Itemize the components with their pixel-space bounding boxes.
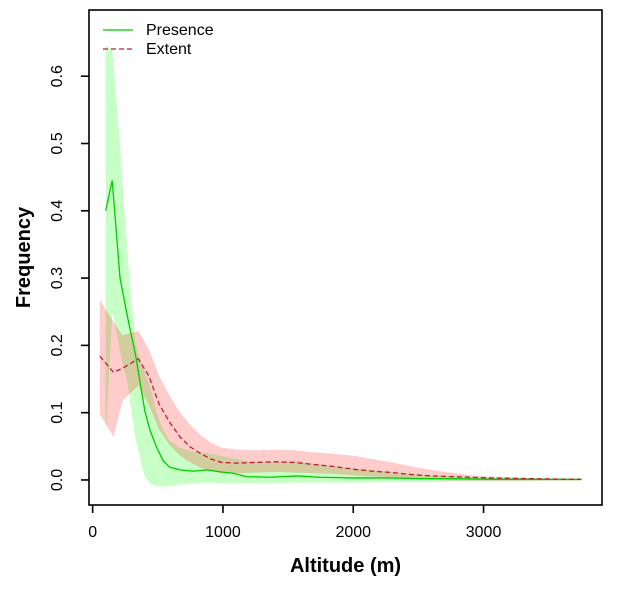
plot-area <box>99 45 582 487</box>
presence-line <box>105 180 582 480</box>
x-tick-label: 1000 <box>205 524 241 541</box>
legend-label-extent: Extent <box>146 41 192 58</box>
y-tick-label: 0.6 <box>49 65 66 87</box>
y-tick-label: 0.2 <box>49 334 66 356</box>
plot-border <box>88 9 603 506</box>
y-tick-label: 0.5 <box>49 132 66 154</box>
y-axis-title: Frequency <box>13 206 35 308</box>
x-tick-label: 0 <box>88 524 97 541</box>
extent-line <box>99 355 582 480</box>
y-tick-label: 0.0 <box>49 469 66 491</box>
y-tick-label: 0.3 <box>49 267 66 289</box>
legend <box>103 29 133 50</box>
y-tick-label: 0.4 <box>49 200 66 222</box>
y-tick-label: 0.1 <box>49 401 66 423</box>
x-tick-label: 3000 <box>466 524 502 541</box>
legend-label-presence: Presence <box>146 22 214 39</box>
x-tick-label: 2000 <box>335 524 371 541</box>
presence-confidence-band <box>105 45 582 487</box>
x-axis-title: Altitude (m) <box>290 555 401 577</box>
